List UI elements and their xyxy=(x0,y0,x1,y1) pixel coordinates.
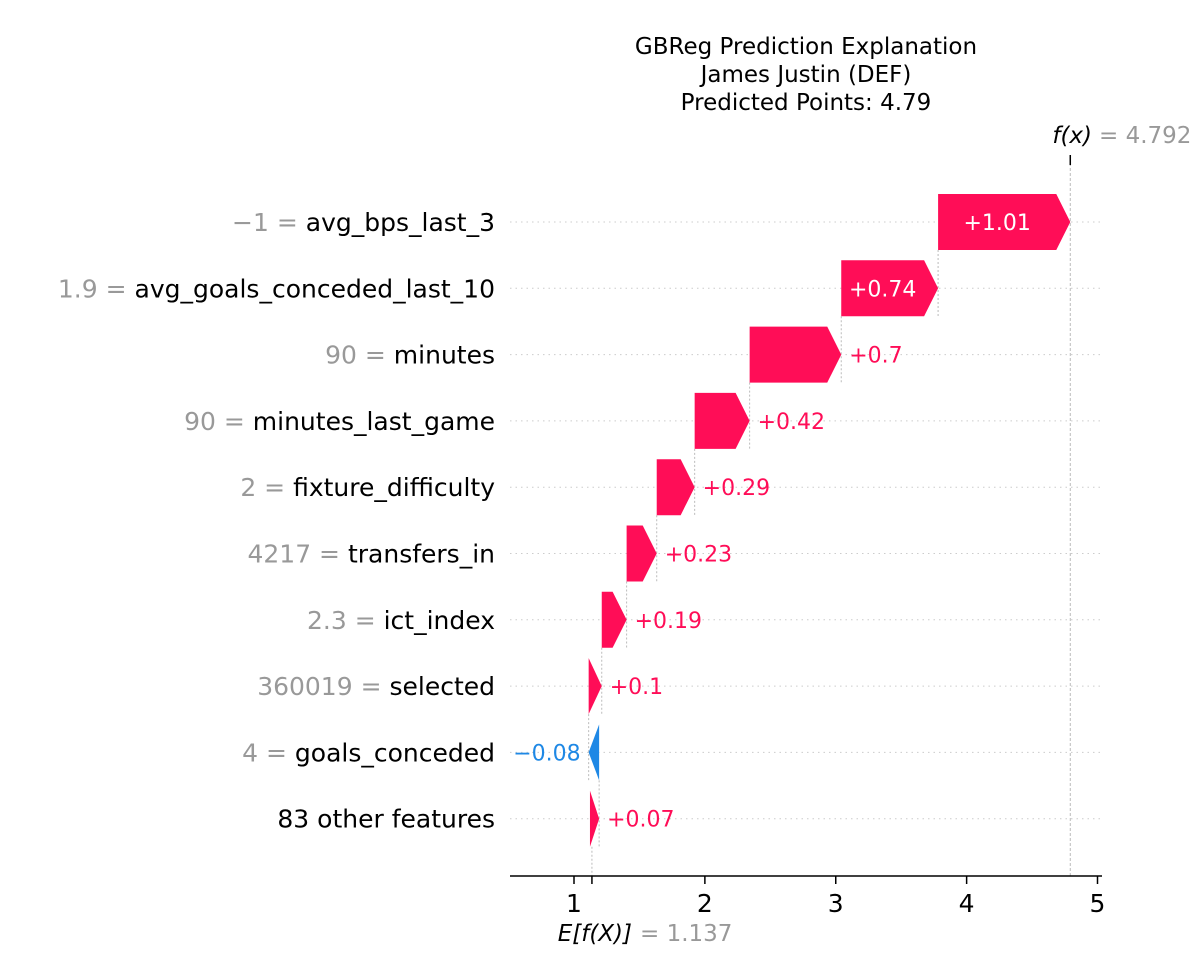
feature-value: −1 = xyxy=(232,208,306,237)
bar-value-label: +0.07 xyxy=(607,808,674,833)
bar-value-label: +0.19 xyxy=(635,609,702,634)
bar-labels: +1.01 +0.74 +0.7 +0.42 +0.29 +0.23 +0.19 +0.1 −0… xyxy=(513,211,1031,833)
feature-label: 90 = minutes_last_game xyxy=(184,407,495,436)
feature-label: 4217 = transfers_in xyxy=(247,540,495,569)
bars xyxy=(588,194,1071,847)
feature-value: 2.3 = xyxy=(307,606,384,635)
feature-name: minutes xyxy=(394,341,495,370)
feature-label: 83 other features xyxy=(277,805,495,834)
feature-value: 360019 = xyxy=(257,672,389,701)
efx-label: E[f(X)] xyxy=(558,921,632,947)
bar-selected xyxy=(588,658,602,715)
feature-label: 2.3 = ict_index xyxy=(307,606,495,635)
title-line-1: GBReg Prediction Explanation xyxy=(635,34,977,60)
feature-name: 83 other features xyxy=(277,805,495,834)
bar-fixture_difficulty xyxy=(656,459,695,516)
feature-value: 90 = xyxy=(184,407,253,436)
feature-label: 90 = minutes xyxy=(325,341,495,370)
efx-annotation: E[f(X)] = 1.137 xyxy=(558,921,733,947)
bar-value-label: +0.42 xyxy=(758,410,825,435)
feature-label: 360019 = selected xyxy=(257,672,495,701)
feature-value: 4 = xyxy=(242,738,295,767)
bar-minutes xyxy=(749,326,842,383)
x-tick-label: 3 xyxy=(828,889,844,918)
bar-83-other-features xyxy=(589,790,600,847)
feature-name: minutes_last_game xyxy=(253,407,495,436)
x-tick-label: 4 xyxy=(959,889,975,918)
guide-lines xyxy=(588,155,1072,876)
bar-avg_bps_last_3 xyxy=(938,194,1071,250)
feature-name: fixture_difficulty xyxy=(293,473,495,502)
feature-value: 2 = xyxy=(240,473,293,502)
bar-minutes_last_game xyxy=(694,392,750,449)
bar-transfers_in xyxy=(626,525,657,582)
bar-goals_conceded xyxy=(588,724,600,781)
bar-value-label: +0.29 xyxy=(703,476,770,501)
x-axis: 1 2 3 4 5 xyxy=(510,875,1106,918)
chart-title: GBReg Prediction Explanation James Justi… xyxy=(635,34,977,116)
bar-avg_goals_conceded_last_10 xyxy=(841,260,939,317)
feature-label: 1.9 = avg_goals_conceded_last_10 xyxy=(58,274,495,303)
x-tick-label: 5 xyxy=(1090,889,1106,918)
bar-value-label: +0.74 xyxy=(849,277,916,302)
feature-name: ict_index xyxy=(384,606,495,635)
bar-ict_index xyxy=(601,591,627,648)
title-line-3: Predicted Points: 4.79 xyxy=(681,90,932,116)
bar-value-label: +1.01 xyxy=(963,211,1030,236)
feature-label: −1 = avg_bps_last_3 xyxy=(232,208,495,237)
feature-name: transfers_in xyxy=(348,540,495,569)
x-tick-label: 1 xyxy=(566,889,582,918)
bar-value-label: −0.08 xyxy=(513,741,580,766)
efx-value: = 1.137 xyxy=(640,921,732,947)
x-tick-label: 2 xyxy=(697,889,713,918)
feature-label: 4 = goals_conceded xyxy=(242,738,495,767)
feature-name: avg_bps_last_3 xyxy=(306,208,495,237)
feature-name: goals_conceded xyxy=(295,738,495,767)
bar-value-label: +0.1 xyxy=(610,675,663,700)
bar-value-label: +0.23 xyxy=(665,543,732,568)
feature-labels: −1 = avg_bps_last_3 1.9 = avg_goals_conce… xyxy=(58,208,495,834)
bar-value-label: +0.7 xyxy=(849,344,902,369)
feature-value: 4217 = xyxy=(247,540,347,569)
feature-value: 1.9 = xyxy=(58,274,135,303)
title-line-2: James Justin (DEF) xyxy=(699,62,912,88)
fx-value: = 4.792 xyxy=(1099,123,1191,149)
feature-value: 90 = xyxy=(325,341,394,370)
fx-label: f(x) xyxy=(1052,123,1092,149)
feature-name: selected xyxy=(389,672,495,701)
feature-name: avg_goals_conceded_last_10 xyxy=(135,274,495,303)
feature-label: 2 = fixture_difficulty xyxy=(240,473,495,502)
fx-annotation: f(x) = 4.792 xyxy=(1052,123,1191,149)
